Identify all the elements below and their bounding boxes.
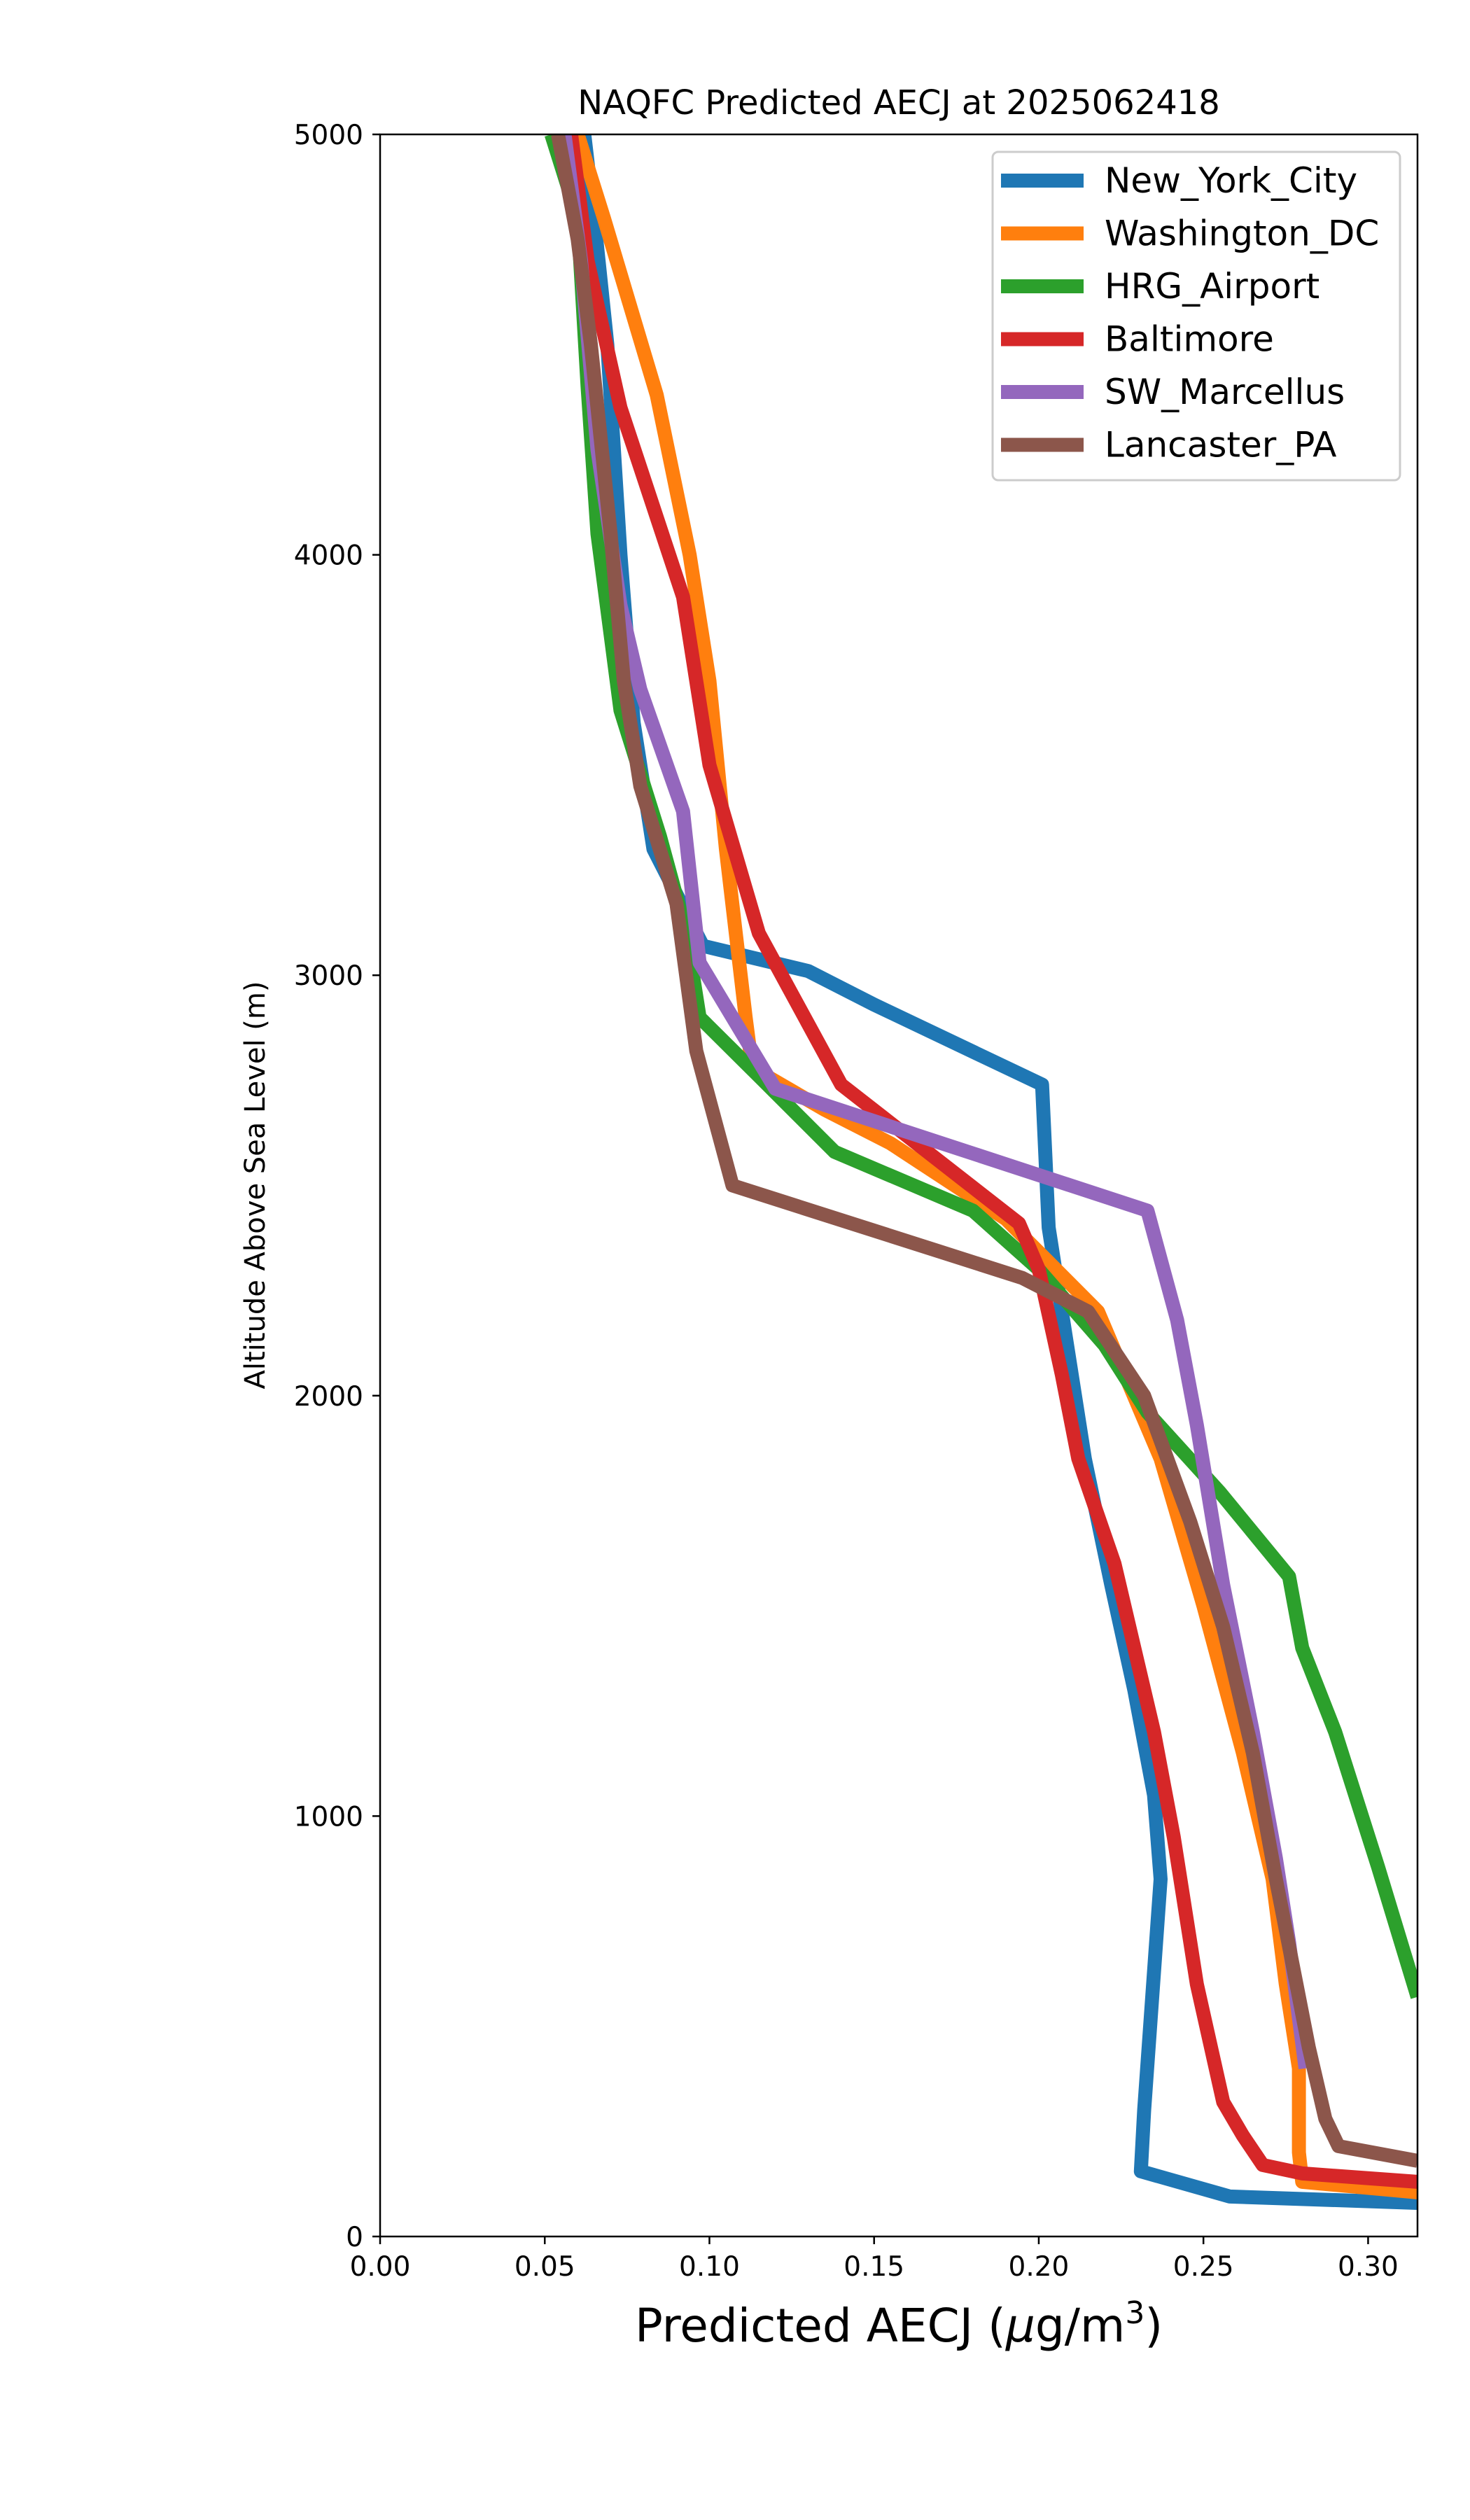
series-line-lancaster-pa — [551, 134, 1418, 2168]
y-tick-label: 4000 — [294, 540, 363, 572]
legend-label: New_York_City — [1105, 160, 1357, 201]
chart-title: NAQFC Predicted AECJ at 2025062418 — [578, 83, 1220, 122]
x-axis-ticks: 0.00 0.05 0.10 0.15 0.20 0.25 0.30 — [350, 2236, 1399, 2283]
x-axis-label-unit: g/m — [1035, 2299, 1125, 2353]
x-tick-label: 0.10 — [679, 2251, 740, 2283]
y-tick-label: 3000 — [294, 960, 363, 992]
x-axis-label-text: Predicted AECJ ( — [635, 2299, 1006, 2353]
x-tick-label: 0.00 — [350, 2251, 411, 2283]
x-tick-label: 0.25 — [1173, 2251, 1234, 2283]
x-axis-label-mu: μ — [1005, 2299, 1035, 2353]
x-tick-label: 0.05 — [514, 2251, 575, 2283]
x-axis-label-close: ) — [1144, 2299, 1163, 2353]
plot-area-frame — [379, 133, 1419, 2238]
legend: New_York_City Washington_DC HRG_Airport Bal… — [991, 150, 1401, 482]
y-axis-label: Altitude Above Sea Level (m) — [239, 981, 272, 1390]
legend-box — [991, 150, 1401, 482]
x-tick-label: 0.15 — [844, 2251, 904, 2283]
legend-label: SW_Marcellus — [1105, 372, 1345, 412]
y-tick-label: 1000 — [294, 1801, 363, 1833]
x-tick-label: 0.30 — [1338, 2251, 1399, 2283]
x-axis-label-superscript: 3 — [1125, 2295, 1144, 2331]
y-tick-label: 5000 — [294, 120, 363, 151]
legend-label: Baltimore — [1105, 319, 1274, 360]
x-axis-label: Predicted AECJ (μg/m3) — [635, 2295, 1163, 2353]
series-line-hrg-airport — [545, 134, 1418, 1999]
legend-label: Washington_DC — [1105, 214, 1379, 254]
y-axis-ticks: 0 1000 2000 3000 4000 5000 — [294, 120, 380, 2253]
legend-label: HRG_Airport — [1105, 266, 1320, 307]
series-line-baltimore — [564, 134, 1418, 2189]
x-tick-label: 0.20 — [1009, 2251, 1070, 2283]
y-tick-label: 0 — [346, 2222, 363, 2253]
series-layer — [545, 134, 1418, 2210]
legend-label: Lancaster_PA — [1105, 425, 1336, 465]
y-tick-label: 2000 — [294, 1381, 363, 1413]
